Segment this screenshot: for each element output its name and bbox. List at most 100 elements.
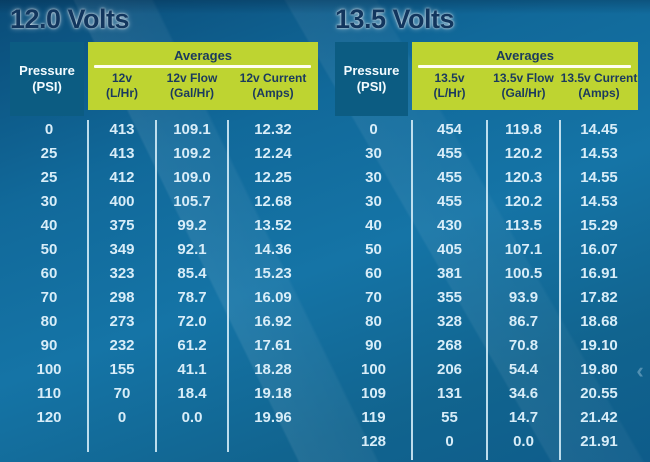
value-cell: 72.0	[177, 313, 207, 330]
value-cell: 61.2	[177, 337, 207, 354]
column-divider	[155, 120, 157, 452]
value-cell: 349	[109, 241, 135, 258]
pressure-cell: 30	[365, 169, 382, 186]
value-cell: 13.52	[254, 217, 292, 234]
table-row: 50 349 92.1 14.36	[10, 238, 318, 262]
pressure-cell: 70	[365, 289, 382, 306]
value-cell: 328	[436, 313, 463, 330]
table-row: 110 70 18.4 19.18	[10, 382, 318, 406]
pressure-cell: 25	[40, 169, 58, 186]
column-header-current: 13.5v Current (Amps)	[560, 71, 638, 101]
pressure-cell: 50	[365, 241, 382, 258]
column-header-line: 12v Flow	[166, 71, 218, 85]
pressure-cell: 119	[361, 409, 386, 426]
averages-label: Averages	[495, 48, 555, 63]
table-row: 100 155 41.1 18.28	[10, 358, 318, 382]
value-cell: 15.23	[254, 265, 292, 282]
value-cell: 131	[436, 385, 463, 402]
value-cell: 120.2	[504, 193, 543, 210]
pressure-cell: 30	[365, 193, 382, 210]
value-cell: 455	[436, 193, 463, 210]
value-cell: 99.2	[177, 217, 207, 234]
table-title: 12.0 Volts	[10, 4, 130, 34]
pressure-cell: 30	[365, 145, 382, 162]
column-header-line: 12v Current	[239, 71, 307, 85]
value-cell: 14.53	[580, 145, 618, 162]
value-cell: 105.7	[173, 193, 211, 210]
table-row: 40 430 113.5 15.29	[335, 214, 638, 238]
value-cell: 273	[109, 313, 135, 330]
value-cell: 14.55	[580, 169, 618, 186]
pressure-cell: 40	[40, 217, 58, 234]
pressure-cell: 50	[40, 241, 58, 258]
table-row: 0 413 109.1 12.32	[10, 118, 318, 142]
value-cell: 17.61	[254, 337, 292, 354]
column-headers: 13.5v (L/Hr) 13.5v Flow (Gal/Hr) 13.5v C…	[412, 71, 638, 101]
value-cell: 14.45	[580, 121, 618, 138]
carousel-prev-icon[interactable]: ‹	[636, 358, 644, 383]
value-cell: 206	[436, 361, 463, 378]
column-header-line: 13.5v Current	[560, 71, 638, 85]
value-cell: 0.0	[181, 409, 203, 426]
pressure-cell: 80	[365, 313, 382, 330]
value-cell: 16.09	[254, 289, 292, 306]
value-cell: 18.28	[254, 361, 292, 378]
value-cell: 323	[109, 265, 135, 282]
averages-label: Averages	[173, 48, 233, 63]
table-row: 25 413 109.2 12.24	[10, 142, 318, 166]
value-cell: 19.80	[580, 361, 618, 378]
table-row: 80 328 86.7 18.68	[335, 310, 638, 334]
value-cell: 14.53	[580, 193, 618, 210]
column-divider	[227, 120, 229, 452]
pressure-header-line2: (PSI)	[32, 79, 62, 94]
value-cell: 19.18	[254, 385, 292, 402]
table-row: 30 400 105.7 12.68	[10, 190, 318, 214]
table-row: 119 55 14.7 21.42	[335, 406, 638, 430]
pressure-cell: 80	[40, 313, 58, 330]
value-cell: 16.92	[254, 313, 292, 330]
column-header-line: (Amps)	[578, 86, 620, 100]
value-cell: 100.5	[504, 265, 543, 282]
table-row: 30 455 120.2 14.53	[335, 190, 638, 214]
value-cell: 16.07	[580, 241, 618, 258]
value-cell: 21.91	[580, 433, 618, 450]
column-divider	[87, 120, 89, 452]
value-cell: 430	[436, 217, 463, 234]
table-row: 90 268 70.8 19.10	[335, 334, 638, 358]
averages-underline	[94, 65, 311, 68]
value-cell: 34.6	[508, 385, 539, 402]
table-13-5-volts: 13.5 Volts Pressure (PSI) Averages 13.5v…	[335, 4, 638, 460]
value-cell: 232	[109, 337, 135, 354]
pressure-header-line1: Pressure	[19, 63, 75, 78]
table-row: 70 298 78.7 16.09	[10, 286, 318, 310]
table-12-volts: 12.0 Volts Pressure (PSI) Averages 12v (…	[10, 4, 318, 452]
column-header-current: 12v Current (Amps)	[228, 71, 318, 101]
value-cell: 413	[109, 145, 135, 162]
value-cell: 18.4	[177, 385, 207, 402]
pressure-header-line2: (PSI)	[356, 79, 387, 94]
column-header-line: 12v	[111, 71, 133, 85]
column-header-lhr: 13.5v (L/Hr)	[412, 71, 487, 101]
value-cell: 12.32	[254, 121, 292, 138]
pressure-cell: 110	[36, 385, 62, 402]
pressure-cell: 25	[40, 145, 58, 162]
value-cell: 54.4	[508, 361, 539, 378]
value-cell: 12.25	[254, 169, 292, 186]
value-cell: 16.91	[580, 265, 618, 282]
pressure-cell: 100	[360, 361, 387, 378]
pressure-cell: 70	[40, 289, 58, 306]
table-row: 128 0 0.0 21.91	[335, 430, 638, 454]
value-cell: 78.7	[177, 289, 207, 306]
value-cell: 0	[445, 433, 454, 450]
value-cell: 381	[436, 265, 463, 282]
value-cell: 14.7	[508, 409, 539, 426]
value-cell: 455	[436, 145, 463, 162]
pressure-header: Pressure (PSI)	[10, 42, 84, 116]
averages-header: Averages 13.5v (L/Hr) 13.5v Flow (Gal/Hr…	[412, 42, 638, 110]
table-row: 30 455 120.2 14.53	[335, 142, 638, 166]
value-cell: 14.36	[254, 241, 292, 258]
column-header-line: (L/Hr)	[433, 86, 466, 100]
column-divider	[411, 120, 413, 460]
averages-underline	[418, 65, 631, 68]
